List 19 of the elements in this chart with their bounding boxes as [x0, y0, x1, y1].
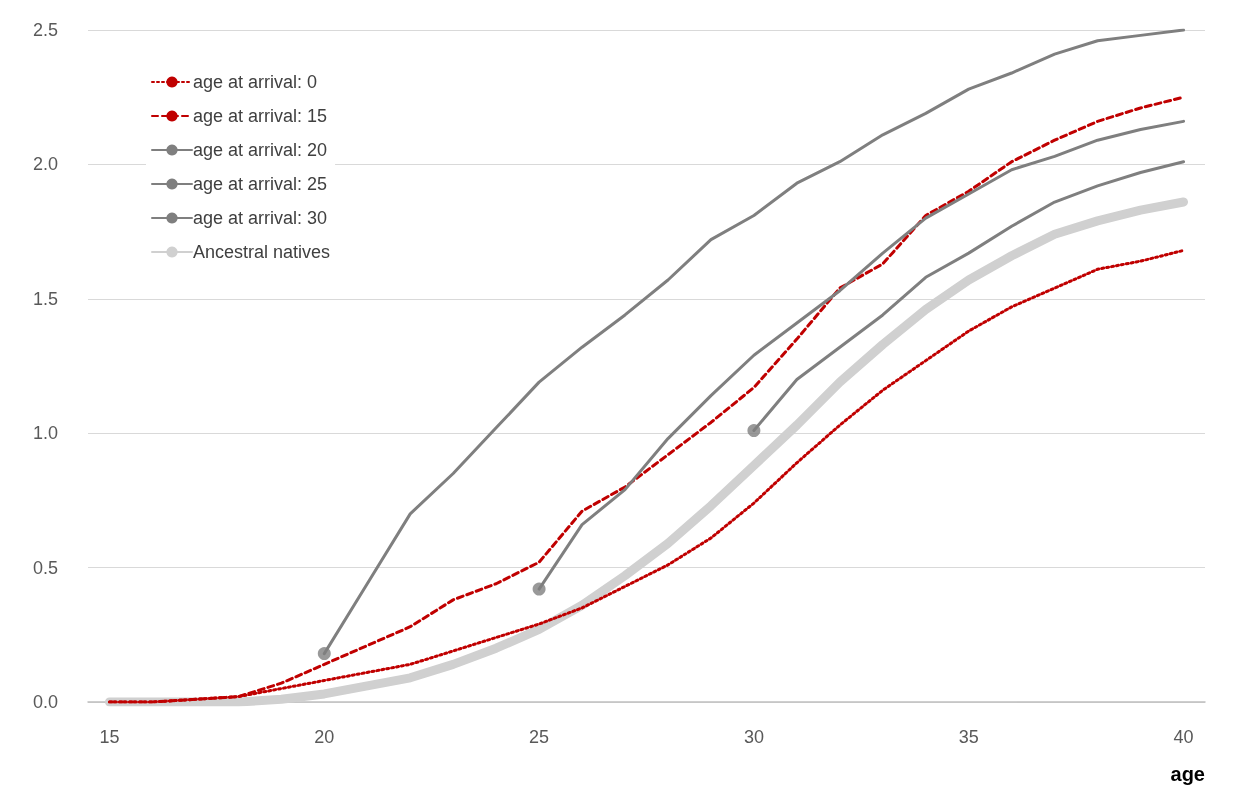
legend-label: age at arrival: 25 — [193, 174, 328, 194]
x-tick-label: 35 — [958, 727, 979, 747]
y-tick-label: 0.5 — [32, 557, 58, 578]
x-tick-label: 30 — [743, 727, 764, 747]
y-tick-label: 0.0 — [32, 692, 58, 712]
y-tick-label: 2.5 — [32, 20, 58, 40]
legend-label: Ancestral natives — [193, 242, 331, 262]
x-tick-label: 40 — [1173, 727, 1194, 747]
x-tick-label: 15 — [99, 727, 120, 747]
legend-label: age at arrival: 30 — [193, 208, 328, 228]
y-tick-label: 1.5 — [32, 288, 58, 309]
x-tick-label: 20 — [314, 727, 335, 747]
legend-label: age at arrival: 20 — [193, 140, 328, 160]
y-tick-label: 1.0 — [32, 423, 58, 444]
y-tick-label: 2.0 — [32, 154, 58, 175]
legend-label: age at arrival: 15 — [193, 106, 328, 126]
legend-label: age at arrival: 0 — [193, 72, 318, 92]
x-tick-label: 25 — [529, 727, 550, 747]
x-axis-title: age — [1170, 763, 1205, 785]
